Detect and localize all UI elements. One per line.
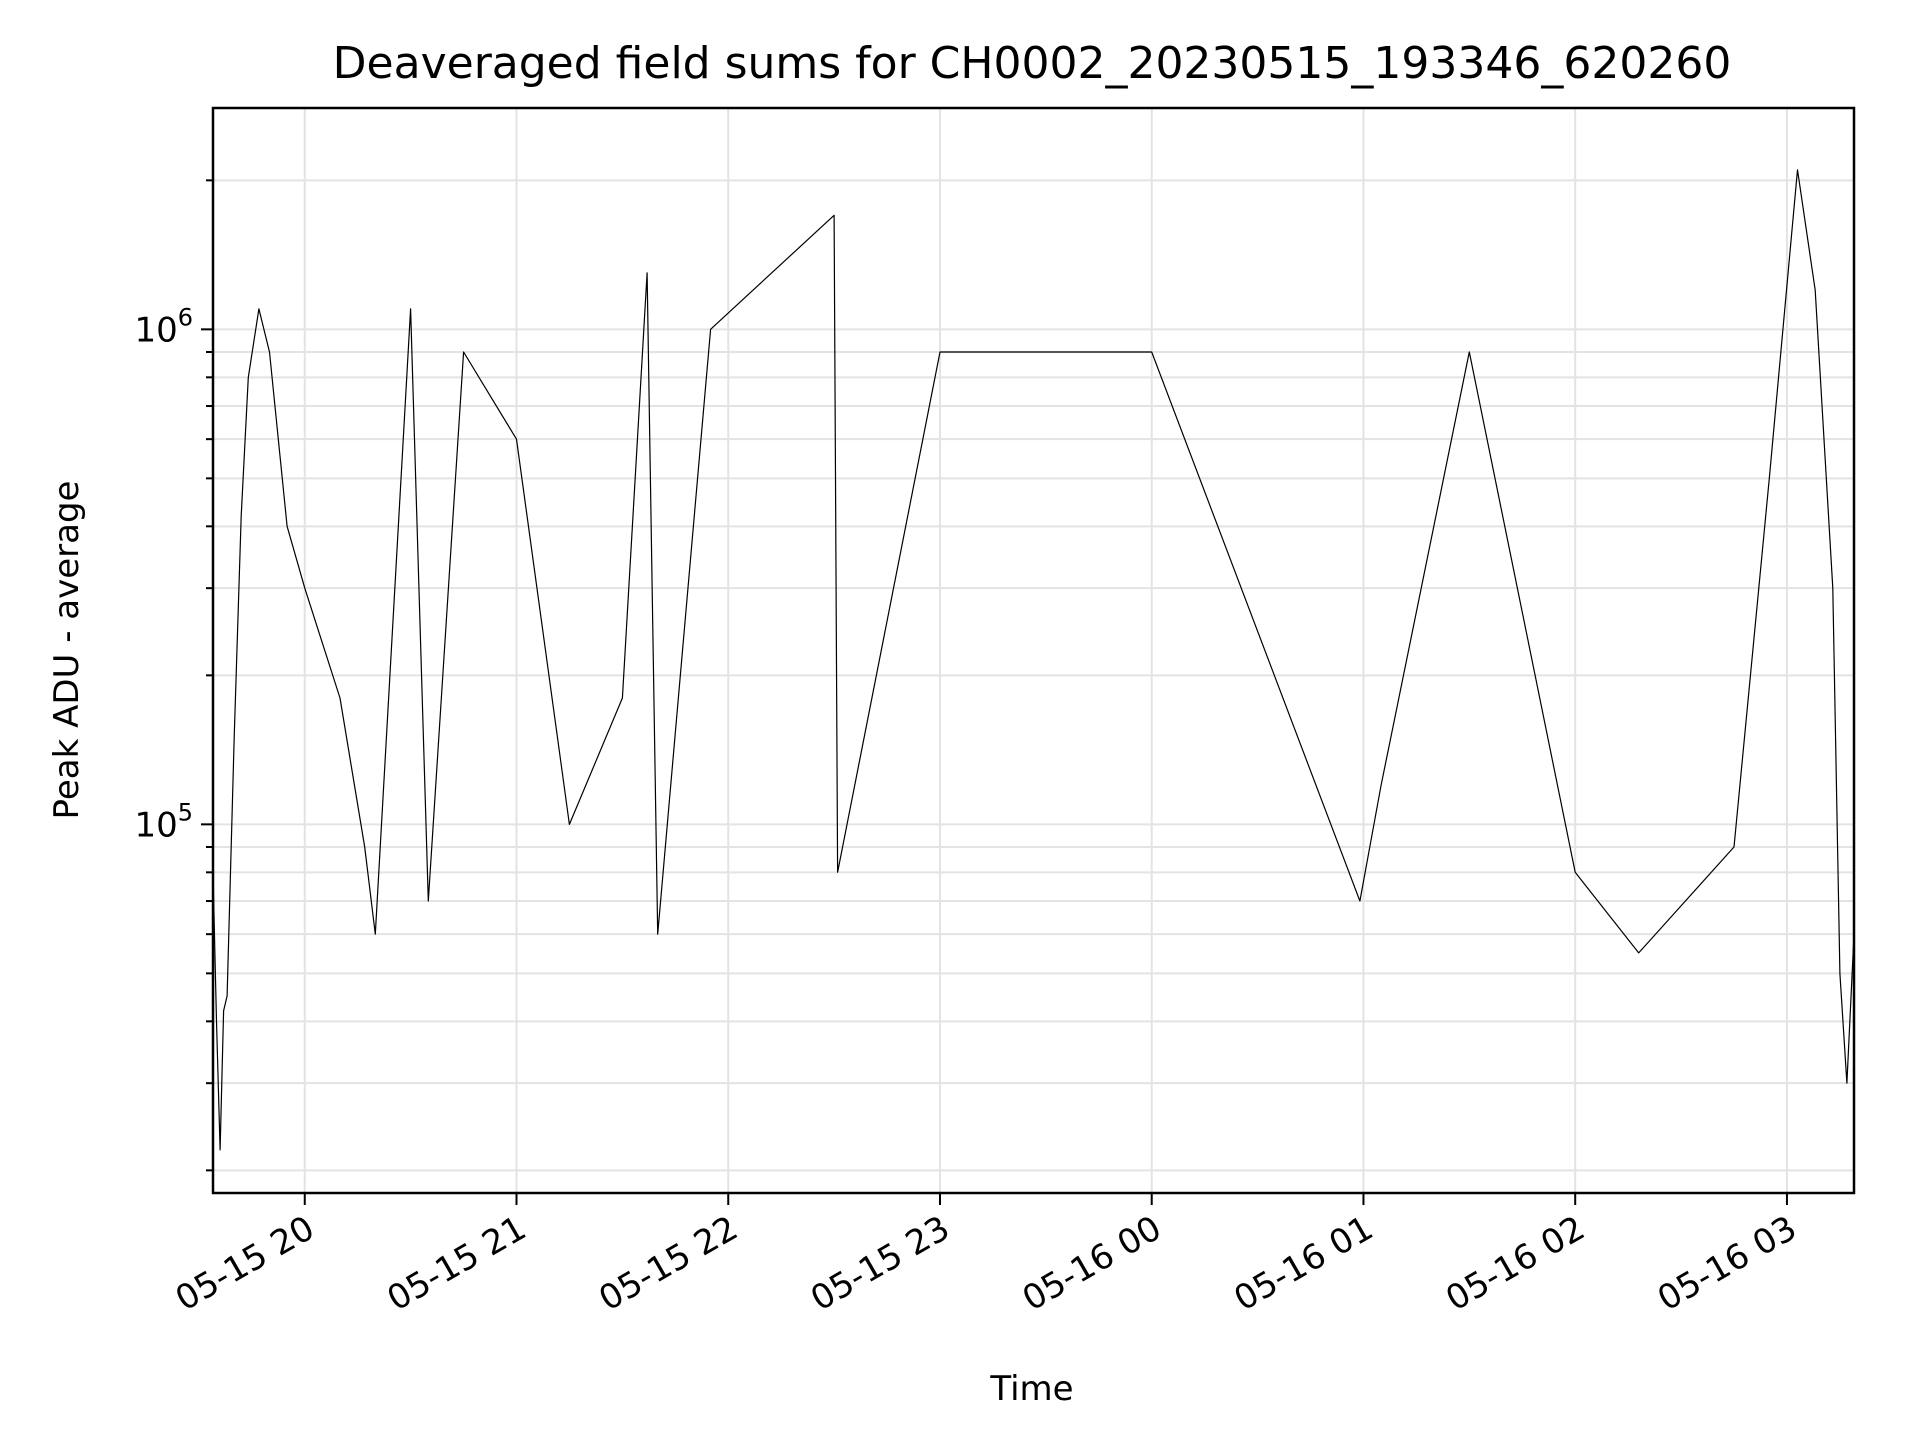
y-axis-label: Peak ADU - average <box>47 481 87 820</box>
grid <box>213 108 1854 1193</box>
x-axis-label: Time <box>989 1369 1073 1409</box>
series-line <box>212 169 1855 1151</box>
plot-frame <box>211 106 1856 1195</box>
chart-title: Deaveraged field sums for CH0002_2023051… <box>333 38 1732 89</box>
y-axis-ticks: 105 106 <box>134 179 213 1172</box>
series-group <box>212 169 1855 1151</box>
y-tick-label: 105 <box>134 798 193 845</box>
y-tick-label: 106 <box>134 303 193 350</box>
